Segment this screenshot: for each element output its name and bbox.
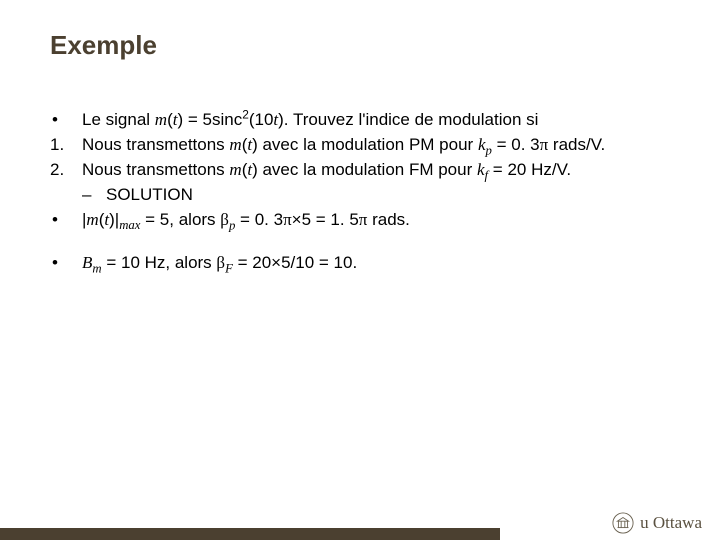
slide-title: Exemple — [50, 30, 670, 61]
bullet-marker: • — [50, 252, 82, 275]
logo-text: u Ottawa — [640, 513, 702, 533]
university-logo: u Ottawa — [612, 512, 702, 534]
bullet-marker: • — [50, 209, 82, 232]
list-item-text: SOLUTION — [106, 184, 670, 207]
list-item-text: Nous transmettons m(t) avec la modulatio… — [82, 159, 670, 182]
dash-marker: – — [82, 184, 106, 207]
list-item: •Bm = 10 Hz, alors βF = 20×5/10 = 10. — [50, 252, 670, 275]
list-item: 2.Nous transmettons m(t) avec la modulat… — [50, 159, 670, 182]
building-icon — [612, 512, 634, 534]
list-item: •|m(t)|max = 5, alors βp = 0. 3π×5 = 1. … — [50, 209, 670, 232]
list-item: •Le signal m(t) = 5sinc2(10t). Trouvez l… — [50, 109, 670, 132]
number-marker: 2. — [50, 159, 82, 182]
list-item-text: Nous transmettons m(t) avec la modulatio… — [82, 134, 670, 157]
footer: u Ottawa — [0, 496, 720, 540]
bullet-marker: • — [50, 109, 82, 132]
slide-content: •Le signal m(t) = 5sinc2(10t). Trouvez l… — [50, 109, 670, 275]
list-item-text: |m(t)|max = 5, alors βp = 0. 3π×5 = 1. 5… — [82, 209, 670, 232]
number-marker: 1. — [50, 134, 82, 157]
list-item-text: Bm = 10 Hz, alors βF = 20×5/10 = 10. — [82, 252, 670, 275]
list-item-text: Le signal m(t) = 5sinc2(10t). Trouvez l'… — [82, 109, 670, 132]
sub-list-item: –SOLUTION — [82, 184, 670, 207]
footer-bar — [0, 528, 500, 540]
slide: Exemple •Le signal m(t) = 5sinc2(10t). T… — [0, 0, 720, 540]
list-item: 1.Nous transmettons m(t) avec la modulat… — [50, 134, 670, 157]
